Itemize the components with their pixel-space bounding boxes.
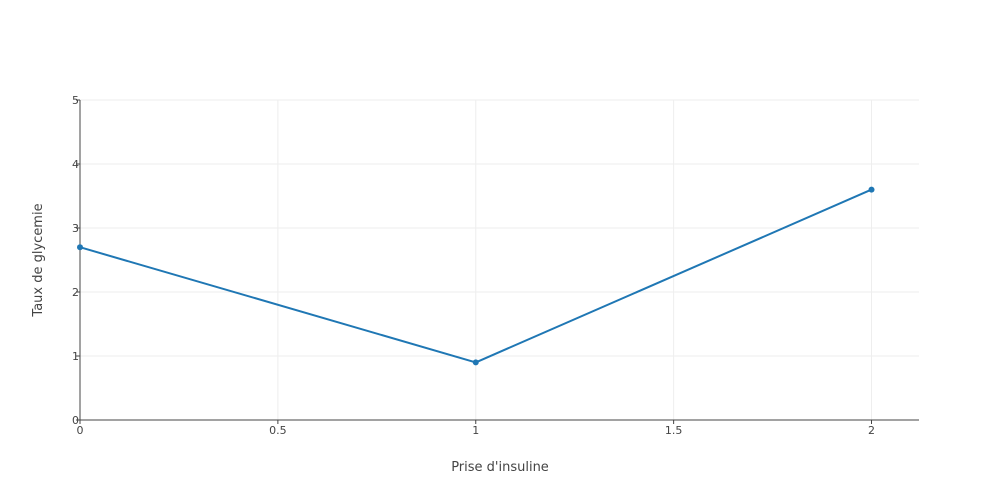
y-tick-label: 4: [72, 158, 79, 171]
series-layer: [77, 186, 875, 366]
y-tick-label: 2: [72, 286, 79, 299]
x-axis-title: Prise d'insuline: [451, 460, 549, 475]
grid: [80, 99, 919, 420]
data-point[interactable]: [472, 359, 479, 366]
data-point[interactable]: [868, 186, 875, 193]
y-tick-label: 0: [72, 414, 79, 427]
y-axis-title: Taux de glycemie: [31, 203, 46, 317]
x-tick-label: 0.5: [269, 424, 287, 437]
tick-labels: 0 1 2 3 4 5 0 0.5 1 1.5 2: [72, 94, 875, 437]
y-tick-label: 3: [72, 222, 79, 235]
axes: [76, 99, 919, 424]
y-tick-label: 5: [72, 94, 79, 107]
x-tick-label: 0: [77, 424, 84, 437]
y-tick-label: 1: [72, 350, 79, 363]
x-tick-label: 1.5: [665, 424, 683, 437]
data-point[interactable]: [77, 244, 83, 251]
x-tick-label: 2: [868, 424, 875, 437]
x-tick-label: 1: [472, 424, 479, 437]
